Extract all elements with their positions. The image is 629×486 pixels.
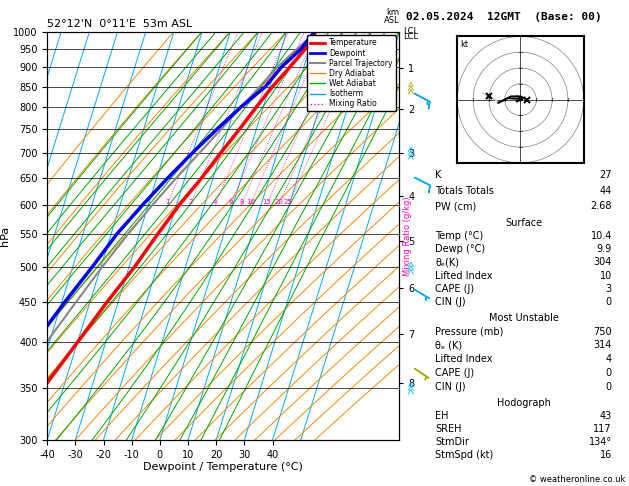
Text: 10.4: 10.4: [591, 231, 612, 241]
Text: StmSpd (kt): StmSpd (kt): [435, 450, 494, 460]
Text: 304: 304: [594, 258, 612, 267]
Text: 25: 25: [284, 199, 292, 205]
Text: Lifted Index: Lifted Index: [435, 271, 493, 280]
Text: 0: 0: [606, 297, 612, 307]
Text: 43: 43: [599, 411, 612, 421]
Text: km
ASL: km ASL: [384, 8, 399, 25]
Text: θₑ(K): θₑ(K): [435, 258, 459, 267]
Text: CAPE (J): CAPE (J): [435, 284, 474, 294]
Text: Totals Totals: Totals Totals: [435, 186, 494, 196]
Text: 0: 0: [606, 382, 612, 392]
Text: Lifted Index: Lifted Index: [435, 354, 493, 364]
Text: Dewp (°C): Dewp (°C): [435, 244, 486, 254]
Text: Temp (°C): Temp (°C): [435, 231, 484, 241]
X-axis label: Dewpoint / Temperature (°C): Dewpoint / Temperature (°C): [143, 462, 303, 472]
Text: 4: 4: [213, 199, 218, 205]
Text: 314: 314: [594, 341, 612, 350]
Text: Pressure (mb): Pressure (mb): [435, 327, 504, 337]
Text: K: K: [435, 171, 442, 180]
Text: ⋙: ⋙: [406, 80, 416, 94]
Text: 134°: 134°: [589, 437, 612, 447]
Legend: Temperature, Dewpoint, Parcel Trajectory, Dry Adiabat, Wet Adiabat, Isotherm, Mi: Temperature, Dewpoint, Parcel Trajectory…: [307, 35, 396, 111]
Text: Mixing Ratio (g/kg): Mixing Ratio (g/kg): [403, 196, 411, 276]
Text: 0: 0: [606, 368, 612, 378]
Text: LCL: LCL: [403, 32, 418, 41]
Text: 2: 2: [188, 199, 192, 205]
Text: 1: 1: [165, 199, 170, 205]
Text: CIN (J): CIN (J): [435, 297, 466, 307]
Text: 20: 20: [274, 199, 283, 205]
Text: LCL: LCL: [403, 27, 418, 36]
Text: 4: 4: [606, 354, 612, 364]
Text: 10: 10: [246, 199, 255, 205]
Text: ⋙: ⋙: [406, 260, 416, 274]
Text: 2.68: 2.68: [591, 201, 612, 211]
Text: CIN (J): CIN (J): [435, 382, 466, 392]
Text: θₑ (K): θₑ (K): [435, 341, 462, 350]
Text: 16: 16: [599, 450, 612, 460]
Text: kt: kt: [460, 39, 469, 49]
Text: 8: 8: [239, 199, 244, 205]
Text: Most Unstable: Most Unstable: [489, 313, 559, 323]
Text: 52°12'N  0°11'E  53m ASL: 52°12'N 0°11'E 53m ASL: [47, 19, 192, 30]
Text: 750: 750: [593, 327, 612, 337]
Text: SREH: SREH: [435, 424, 462, 434]
Text: 3: 3: [606, 284, 612, 294]
Text: 02.05.2024  12GMT  (Base: 00): 02.05.2024 12GMT (Base: 00): [406, 12, 601, 22]
Text: 6: 6: [228, 199, 233, 205]
Text: StmDir: StmDir: [435, 437, 469, 447]
Y-axis label: hPa: hPa: [0, 226, 10, 246]
Text: 10: 10: [599, 271, 612, 280]
Text: EH: EH: [435, 411, 449, 421]
Text: PW (cm): PW (cm): [435, 201, 477, 211]
Text: 9.9: 9.9: [597, 244, 612, 254]
Text: 44: 44: [599, 186, 612, 196]
Text: CAPE (J): CAPE (J): [435, 368, 474, 378]
Text: Hodograph: Hodograph: [497, 398, 550, 408]
Text: Surface: Surface: [505, 218, 542, 228]
Text: ⋙: ⋙: [406, 146, 416, 159]
Text: © weatheronline.co.uk: © weatheronline.co.uk: [530, 474, 626, 484]
Text: 27: 27: [599, 171, 612, 180]
Text: 117: 117: [593, 424, 612, 434]
Text: ⋙: ⋙: [406, 381, 416, 395]
Text: 15: 15: [262, 199, 271, 205]
